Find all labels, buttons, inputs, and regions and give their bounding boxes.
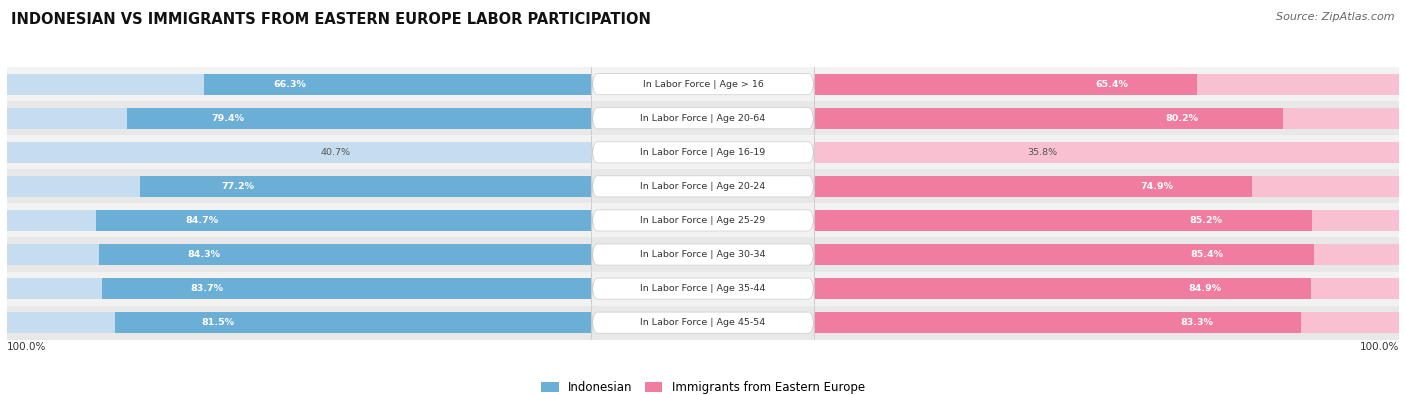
FancyBboxPatch shape	[592, 238, 814, 271]
Bar	[814, 244, 1399, 265]
Bar	[115, 312, 592, 333]
Bar	[103, 278, 592, 299]
Text: In Labor Force | Age > 16: In Labor Force | Age > 16	[643, 80, 763, 89]
Text: In Labor Force | Age 25-29: In Labor Force | Age 25-29	[640, 216, 766, 225]
Text: 77.2%: 77.2%	[222, 182, 254, 191]
Text: In Labor Force | Age 30-34: In Labor Force | Age 30-34	[640, 250, 766, 259]
Text: 66.3%: 66.3%	[274, 80, 307, 89]
Bar	[98, 244, 592, 265]
Legend: Indonesian, Immigrants from Eastern Europe: Indonesian, Immigrants from Eastern Euro…	[541, 381, 865, 394]
Bar	[204, 73, 592, 95]
Text: 84.7%: 84.7%	[186, 216, 219, 225]
Bar	[7, 142, 592, 163]
FancyBboxPatch shape	[592, 306, 814, 339]
Bar	[814, 108, 1399, 129]
Bar	[7, 278, 592, 299]
Text: In Labor Force | Age 16-19: In Labor Force | Age 16-19	[640, 148, 766, 157]
Bar	[7, 67, 1399, 101]
Bar	[7, 244, 592, 265]
Bar	[814, 73, 1399, 95]
Bar	[7, 237, 1399, 272]
Text: 83.7%: 83.7%	[190, 284, 224, 293]
Text: 65.4%: 65.4%	[1095, 80, 1128, 89]
Bar	[354, 142, 592, 163]
Text: 81.5%: 81.5%	[201, 318, 233, 327]
FancyBboxPatch shape	[592, 272, 814, 305]
Text: Source: ZipAtlas.com: Source: ZipAtlas.com	[1277, 12, 1395, 22]
Bar	[7, 210, 592, 231]
Text: 40.7%: 40.7%	[321, 148, 350, 157]
Text: In Labor Force | Age 20-64: In Labor Force | Age 20-64	[640, 114, 766, 123]
Bar	[814, 210, 1312, 231]
Bar	[7, 176, 592, 197]
Bar	[7, 108, 592, 129]
Bar	[141, 176, 592, 197]
Text: 100.0%: 100.0%	[1360, 342, 1399, 352]
Bar	[814, 176, 1399, 197]
Text: 74.9%: 74.9%	[1140, 182, 1174, 191]
Bar	[7, 101, 1399, 135]
Bar	[814, 278, 1399, 299]
FancyBboxPatch shape	[592, 68, 814, 101]
Text: 85.4%: 85.4%	[1191, 250, 1223, 259]
Bar	[97, 210, 592, 231]
Bar	[7, 203, 1399, 237]
FancyBboxPatch shape	[592, 135, 814, 169]
Bar	[7, 73, 592, 95]
Bar	[814, 244, 1313, 265]
Text: In Labor Force | Age 20-24: In Labor Force | Age 20-24	[640, 182, 766, 191]
Text: In Labor Force | Age 45-54: In Labor Force | Age 45-54	[640, 318, 766, 327]
Text: 83.3%: 83.3%	[1181, 318, 1213, 327]
Text: 85.2%: 85.2%	[1189, 216, 1223, 225]
Text: 80.2%: 80.2%	[1166, 114, 1199, 123]
Bar	[814, 210, 1399, 231]
Text: 84.3%: 84.3%	[187, 250, 221, 259]
Bar	[7, 306, 1399, 340]
Bar	[814, 278, 1310, 299]
FancyBboxPatch shape	[592, 102, 814, 135]
Bar	[814, 108, 1284, 129]
Bar	[128, 108, 592, 129]
Bar	[814, 312, 1399, 333]
Text: 79.4%: 79.4%	[211, 114, 245, 123]
Bar	[814, 142, 1399, 163]
Text: 35.8%: 35.8%	[1028, 148, 1057, 157]
Bar	[814, 176, 1253, 197]
Bar	[7, 272, 1399, 306]
Text: INDONESIAN VS IMMIGRANTS FROM EASTERN EUROPE LABOR PARTICIPATION: INDONESIAN VS IMMIGRANTS FROM EASTERN EU…	[11, 12, 651, 27]
Bar	[814, 142, 1024, 163]
Bar	[7, 169, 1399, 203]
Text: 84.9%: 84.9%	[1188, 284, 1222, 293]
FancyBboxPatch shape	[592, 204, 814, 237]
Text: In Labor Force | Age 35-44: In Labor Force | Age 35-44	[640, 284, 766, 293]
Bar	[814, 312, 1302, 333]
Bar	[814, 73, 1197, 95]
Bar	[7, 312, 592, 333]
Text: 100.0%: 100.0%	[7, 342, 46, 352]
FancyBboxPatch shape	[592, 170, 814, 203]
Bar	[7, 135, 1399, 169]
